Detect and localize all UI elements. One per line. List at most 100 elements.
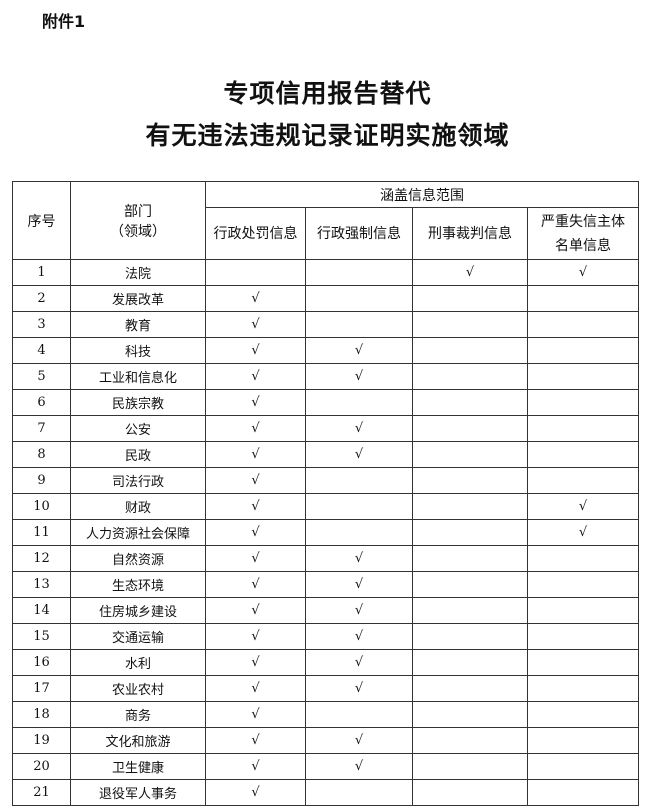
row-department: 民政 <box>70 441 206 468</box>
row-number: 8 <box>12 441 71 468</box>
coverage-table: 序号 部门 （领域） 涵盖信息范围 行政处罚信息 行政强制信息 刑事裁判信息 严… <box>12 181 639 806</box>
cell-admin-enforcement <box>305 701 413 728</box>
cell-dishonest-list <box>527 363 639 390</box>
table-row: 4 科技 √ √ <box>12 337 639 364</box>
cell-admin-enforcement: √ <box>305 597 413 624</box>
cell-criminal-judgment <box>412 389 528 416</box>
row-number: 3 <box>12 311 71 338</box>
cell-dishonest-list <box>527 779 639 806</box>
table-row: 20 卫生健康 √ √ <box>12 753 639 780</box>
header-dishonest-line2: 名单信息 <box>555 237 611 254</box>
row-department: 商务 <box>70 701 206 728</box>
row-department: 科技 <box>70 337 206 364</box>
cell-admin-penalty: √ <box>205 285 306 312</box>
cell-dishonest-list: √ <box>527 493 639 520</box>
row-number: 15 <box>12 623 71 650</box>
row-department: 文化和旅游 <box>70 727 206 754</box>
row-number: 18 <box>12 701 71 728</box>
cell-criminal-judgment <box>412 467 528 494</box>
cell-admin-penalty: √ <box>205 675 306 702</box>
cell-dishonest-list <box>527 571 639 598</box>
cell-admin-penalty <box>205 259 306 286</box>
cell-dishonest-list <box>527 545 639 572</box>
row-number: 21 <box>12 779 71 806</box>
row-number: 17 <box>12 675 71 702</box>
cell-admin-penalty: √ <box>205 623 306 650</box>
cell-criminal-judgment <box>412 363 528 390</box>
cell-criminal-judgment <box>412 649 528 676</box>
cell-criminal-judgment <box>412 623 528 650</box>
cell-admin-enforcement: √ <box>305 415 413 442</box>
table-row: 17 农业农村 √ √ <box>12 675 639 702</box>
row-department: 发展改革 <box>70 285 206 312</box>
row-department: 工业和信息化 <box>70 363 206 390</box>
cell-admin-enforcement: √ <box>305 337 413 364</box>
cell-dishonest-list <box>527 753 639 780</box>
cell-dishonest-list <box>527 597 639 624</box>
table-row: 7 公安 √ √ <box>12 415 639 442</box>
header-dishonest-list: 严重失信主体 名单信息 <box>527 207 639 260</box>
cell-dishonest-list: √ <box>527 519 639 546</box>
cell-criminal-judgment <box>412 415 528 442</box>
cell-admin-enforcement <box>305 519 413 546</box>
row-number: 16 <box>12 649 71 676</box>
row-department: 人力资源社会保障 <box>70 519 206 546</box>
cell-criminal-judgment <box>412 545 528 572</box>
table-row: 21 退役军人事务 √ <box>12 779 639 806</box>
cell-admin-penalty: √ <box>205 519 306 546</box>
cell-criminal-judgment <box>412 285 528 312</box>
row-number: 1 <box>12 259 71 286</box>
row-number: 6 <box>12 389 71 416</box>
row-number: 14 <box>12 597 71 624</box>
row-number: 10 <box>12 493 71 520</box>
cell-admin-enforcement: √ <box>305 441 413 468</box>
cell-admin-penalty: √ <box>205 389 306 416</box>
cell-admin-penalty: √ <box>205 363 306 390</box>
cell-dishonest-list <box>527 337 639 364</box>
cell-admin-penalty: √ <box>205 311 306 338</box>
cell-admin-enforcement <box>305 467 413 494</box>
row-number: 2 <box>12 285 71 312</box>
cell-dishonest-list <box>527 675 639 702</box>
cell-criminal-judgment <box>412 571 528 598</box>
cell-admin-penalty: √ <box>205 727 306 754</box>
cell-admin-enforcement: √ <box>305 727 413 754</box>
table-row: 15 交通运输 √ √ <box>12 623 639 650</box>
cell-admin-enforcement: √ <box>305 363 413 390</box>
header-group: 涵盖信息范围 <box>205 181 639 208</box>
title-line-2: 有无违法违规记录证明实施领域 <box>145 121 510 150</box>
cell-criminal-judgment <box>412 441 528 468</box>
row-number: 4 <box>12 337 71 364</box>
cell-dishonest-list <box>527 727 639 754</box>
cell-criminal-judgment <box>412 753 528 780</box>
row-number: 11 <box>12 519 71 546</box>
row-department: 生态环境 <box>70 571 206 598</box>
table-row: 1 法院 √ √ <box>12 259 639 286</box>
cell-admin-enforcement: √ <box>305 649 413 676</box>
cell-dishonest-list <box>527 285 639 312</box>
row-department: 交通运输 <box>70 623 206 650</box>
table-row: 19 文化和旅游 √ √ <box>12 727 639 754</box>
cell-admin-penalty: √ <box>205 701 306 728</box>
header-admin-enforcement: 行政强制信息 <box>305 207 413 260</box>
cell-dishonest-list <box>527 311 639 338</box>
cell-admin-penalty: √ <box>205 441 306 468</box>
cell-admin-enforcement: √ <box>305 675 413 702</box>
row-department: 住房城乡建设 <box>70 597 206 624</box>
cell-admin-penalty: √ <box>205 753 306 780</box>
row-department: 水利 <box>70 649 206 676</box>
cell-admin-enforcement <box>305 259 413 286</box>
row-number: 7 <box>12 415 71 442</box>
cell-admin-enforcement <box>305 285 413 312</box>
cell-criminal-judgment <box>412 779 528 806</box>
cell-dishonest-list <box>527 649 639 676</box>
cell-dishonest-list <box>527 389 639 416</box>
cell-dishonest-list <box>527 623 639 650</box>
table-row: 6 民族宗教 √ <box>12 389 639 416</box>
row-department: 民族宗教 <box>70 389 206 416</box>
cell-dishonest-list <box>527 467 639 494</box>
table-row: 3 教育 √ <box>12 311 639 338</box>
header-dept-line2: （领域） <box>110 223 166 240</box>
table-row: 8 民政 √ √ <box>12 441 639 468</box>
cell-admin-penalty: √ <box>205 649 306 676</box>
